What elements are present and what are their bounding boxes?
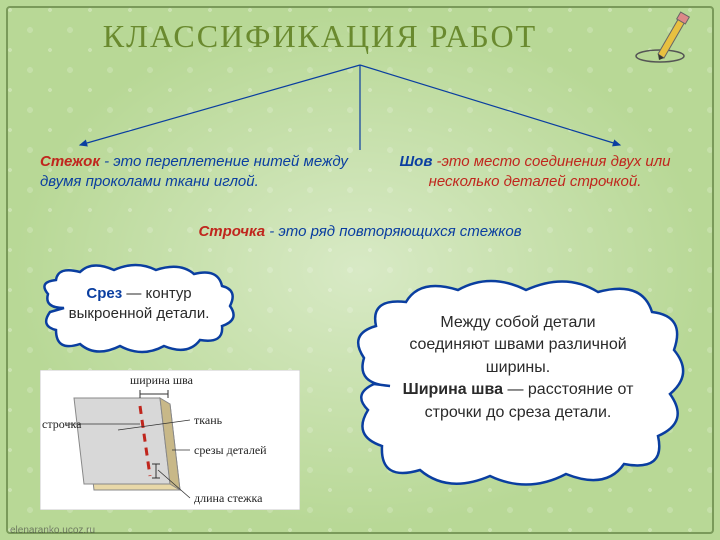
lbl-srezy: срезы деталей [194, 443, 267, 457]
cloud-shirina: Между собой детали соединяют швами разли… [350, 276, 688, 492]
page-title: КЛАССИФИКАЦИЯ РАБОТ [0, 18, 640, 55]
term-shov: Шов [399, 153, 432, 170]
seam-diagram: ширина шва строчка ткань срезы деталей д… [40, 370, 300, 510]
lbl-strochka: строчка [42, 417, 82, 431]
lbl-dlina: длина стежка [194, 491, 263, 505]
cloud-shirina-text: Между собой детали соединяют швами разли… [398, 312, 638, 424]
cloud-srez: Срез — контур выкроенной детали. [36, 262, 241, 357]
cloud2-line1: Между собой детали соединяют швами разли… [409, 314, 626, 376]
definition-shov: Шов -это место соединения двух или неско… [380, 152, 690, 193]
definition-stezhok: Стежок - это переплетение нитей между дв… [40, 152, 350, 193]
term-stezhok: Стежок [40, 153, 100, 170]
definition-strochka: Строчка - это ряд повторяющихся стежков [150, 222, 570, 242]
watermark: elenaranko.ucoz.ru [10, 525, 95, 536]
term-srez: Срез [86, 285, 122, 302]
lbl-tkan: ткань [194, 413, 223, 427]
lbl-shirina: ширина шва [130, 373, 194, 387]
body-strochka: - это ряд повторяющихся стежков [265, 223, 521, 240]
cloud-srez-text: Срез — контур выкроенной детали. [64, 284, 214, 323]
branch-arrows [60, 60, 660, 150]
term-shirina: Ширина шва [403, 381, 503, 398]
body-shov: -это место соединения двух или несколько… [429, 153, 671, 190]
term-strochka: Строчка [198, 223, 265, 240]
